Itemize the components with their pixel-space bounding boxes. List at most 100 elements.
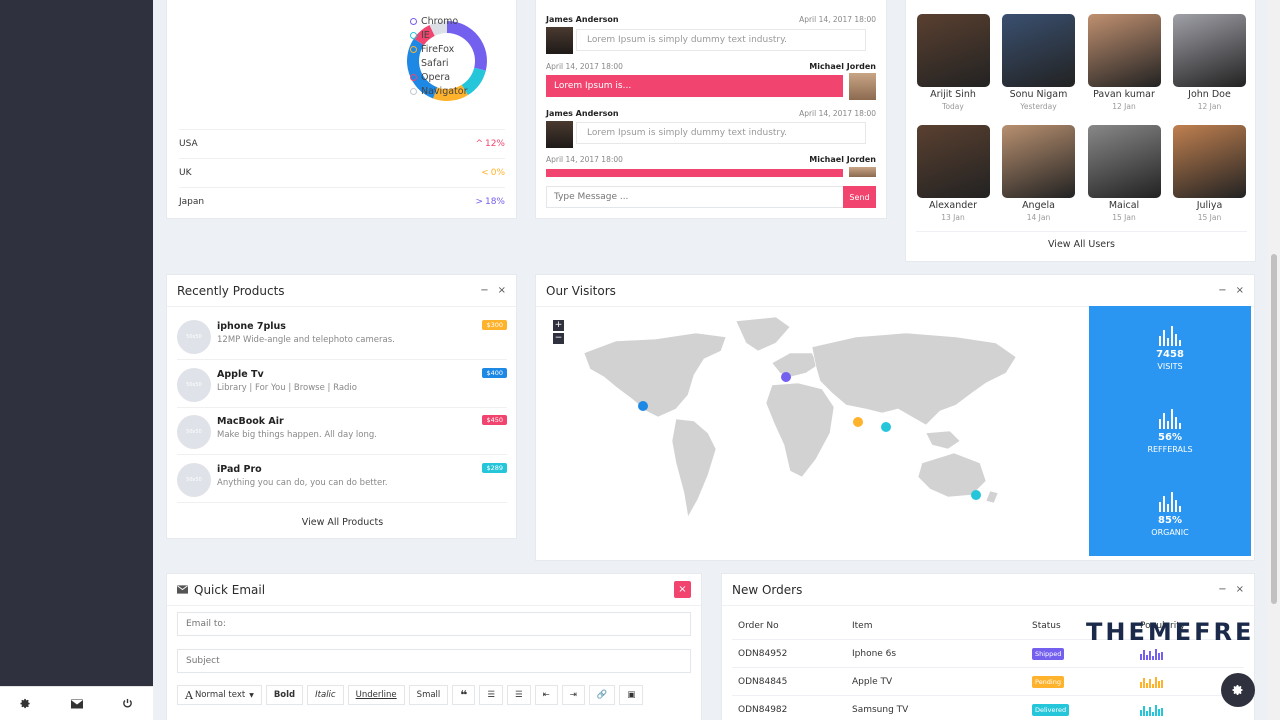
user-tile[interactable]: Angela 14 Jan bbox=[1002, 125, 1076, 222]
indent-button[interactable]: ⇥ bbox=[561, 685, 585, 705]
status-badge: Delivered bbox=[1032, 703, 1070, 716]
avatar bbox=[1173, 125, 1246, 198]
stat-value: 85% bbox=[1158, 515, 1182, 526]
map-marker-uk[interactable] bbox=[781, 372, 791, 382]
product-description: 12MP Wide-angle and telephoto cameras. bbox=[217, 335, 395, 345]
map-marker-australia[interactable] bbox=[971, 490, 981, 500]
legend-swatch bbox=[410, 17, 417, 25]
underline-button[interactable]: Underline bbox=[347, 685, 405, 705]
link-icon: 🔗 bbox=[596, 690, 608, 700]
chat-text: Lorem Ipsum is simply dummy text industr… bbox=[587, 128, 788, 138]
card-title: Our Visitors bbox=[546, 283, 616, 298]
stat-value: 56% bbox=[1158, 432, 1182, 443]
order-item: Apple TV bbox=[852, 676, 893, 687]
table-row[interactable]: ODN84982 Samsung TV Delivered bbox=[732, 696, 1244, 720]
settings-fab[interactable] bbox=[1221, 673, 1255, 707]
page-scrollbar[interactable] bbox=[1268, 0, 1280, 720]
email-subject-input[interactable] bbox=[177, 649, 691, 673]
minimize-button[interactable]: − bbox=[1218, 584, 1227, 595]
product-item[interactable]: 50x50 iphone 7plus 12MP Wide-angle and tel… bbox=[177, 313, 507, 360]
small-button[interactable]: Small bbox=[408, 685, 449, 705]
user-tile[interactable]: Juliya 15 Jan bbox=[1173, 125, 1247, 222]
world-map[interactable] bbox=[576, 313, 1076, 553]
country-row: UK <0% bbox=[179, 158, 505, 187]
close-button[interactable]: × bbox=[1235, 285, 1244, 296]
minimize-button[interactable]: − bbox=[1218, 285, 1227, 296]
donut-slice-navigator[interactable] bbox=[429, 21, 447, 36]
avatar bbox=[1087, 125, 1161, 198]
close-button[interactable]: × bbox=[674, 581, 691, 598]
view-all-products-link[interactable]: View All Products bbox=[301, 517, 384, 528]
chat-meta-3: James Anderson April 14, 2017 18:00 bbox=[546, 109, 876, 118]
avatar bbox=[1002, 14, 1075, 87]
user-tile[interactable]: Maical 15 Jan bbox=[1087, 125, 1161, 222]
user-tile[interactable]: Pavan kumar 12 Jan bbox=[1087, 14, 1161, 111]
donut-slice-firefox[interactable] bbox=[433, 84, 468, 101]
close-button[interactable]: × bbox=[1235, 584, 1244, 595]
product-thumbnail: 50x50 bbox=[177, 320, 211, 354]
donut-slice-chromo[interactable] bbox=[447, 21, 487, 71]
map-zoom-in-button[interactable]: + bbox=[553, 320, 564, 331]
popularity-sparkline bbox=[1140, 704, 1163, 716]
map-zoom-out-button[interactable]: − bbox=[553, 333, 564, 344]
user-date: 12 Jan bbox=[1197, 102, 1222, 111]
chat-message-input[interactable] bbox=[546, 186, 844, 208]
chat-sender: James Anderson bbox=[546, 15, 619, 24]
email-to-input[interactable] bbox=[177, 612, 691, 636]
user-name: Sonu Nigam bbox=[1009, 89, 1068, 100]
legend-label: Chromo bbox=[421, 15, 459, 27]
italic-button[interactable]: Italic bbox=[307, 685, 344, 705]
map-marker-usa-west[interactable] bbox=[638, 401, 648, 411]
chat-text: Lorem Ipsum is simply dummy text industr… bbox=[587, 35, 788, 45]
chat-meta-2: April 14, 2017 18:00 Michael Jorden bbox=[546, 62, 876, 71]
donut-slice-ie[interactable] bbox=[461, 67, 486, 96]
popularity-sparkline bbox=[1140, 648, 1163, 660]
product-description: Anything you can do, you can do better. bbox=[217, 477, 388, 488]
scrollbar-thumb[interactable] bbox=[1271, 254, 1277, 604]
email-title-text: Quick Email bbox=[194, 582, 266, 597]
product-item[interactable]: 50x50 Apple Tv Library | For You | Browse … bbox=[177, 361, 507, 408]
map-marker-india[interactable] bbox=[881, 422, 891, 432]
product-item[interactable]: 50x50 iPad Pro Anything you can do, you ca… bbox=[177, 456, 507, 503]
donut-slice-safari[interactable] bbox=[407, 38, 438, 99]
bold-button[interactable]: Bold bbox=[265, 685, 304, 705]
settings-button[interactable] bbox=[0, 687, 51, 720]
column-header: Status bbox=[1032, 620, 1061, 631]
table-row[interactable]: ODN84845 Apple TV Pending bbox=[732, 668, 1244, 696]
image-button[interactable]: ▣ bbox=[619, 685, 644, 705]
user-tile[interactable]: Arijit Sinh Today bbox=[916, 14, 990, 111]
format-dropdown[interactable]: A Normal text ▼ bbox=[177, 685, 262, 705]
ordered-list-button[interactable]: ☰ bbox=[506, 685, 531, 705]
send-button[interactable]: Send bbox=[843, 186, 876, 208]
view-all-users-link[interactable]: View All Users bbox=[1048, 239, 1115, 250]
avatar bbox=[1173, 14, 1246, 87]
chat-bubble-outgoing bbox=[546, 169, 843, 177]
quote-icon: ❝ bbox=[460, 688, 468, 702]
mail-button[interactable] bbox=[51, 687, 102, 720]
minimize-button[interactable]: − bbox=[480, 285, 489, 296]
list-ol-icon: ☰ bbox=[514, 690, 523, 700]
visitor-stat: 7458 VISITS bbox=[1089, 326, 1251, 371]
user-date: 14 Jan bbox=[1026, 213, 1051, 222]
country-percent: 18% bbox=[484, 197, 505, 207]
close-button[interactable]: × bbox=[497, 285, 506, 296]
donut-slice-opera[interactable] bbox=[413, 25, 435, 46]
link-button[interactable]: 🔗 bbox=[588, 685, 616, 705]
quote-button[interactable]: ❝ bbox=[452, 685, 476, 705]
table-row[interactable]: ODN84952 Iphone 6s Shipped bbox=[732, 640, 1244, 668]
legend-item: Navigator bbox=[410, 84, 467, 98]
chat-bubble-incoming: Lorem Ipsum is simply dummy text industr… bbox=[576, 122, 866, 144]
outdent-button[interactable]: ⇤ bbox=[534, 685, 558, 705]
column-header: Order No bbox=[738, 620, 779, 631]
country-name: USA bbox=[179, 139, 198, 149]
map-marker-middle-east[interactable] bbox=[853, 417, 863, 427]
unordered-list-button[interactable]: ☰ bbox=[479, 685, 503, 705]
legend-swatch bbox=[410, 45, 417, 53]
product-name: MacBook Air bbox=[217, 416, 284, 427]
user-tile[interactable]: Sonu Nigam Yesterday bbox=[1002, 14, 1076, 111]
image-icon: ▣ bbox=[627, 690, 636, 700]
logout-button[interactable] bbox=[102, 687, 153, 720]
user-tile[interactable]: John Doe 12 Jan bbox=[1173, 14, 1247, 111]
user-tile[interactable]: Alexander 13 Jan bbox=[916, 125, 990, 222]
product-item[interactable]: 50x50 MacBook Air Make big things happen. … bbox=[177, 408, 507, 455]
